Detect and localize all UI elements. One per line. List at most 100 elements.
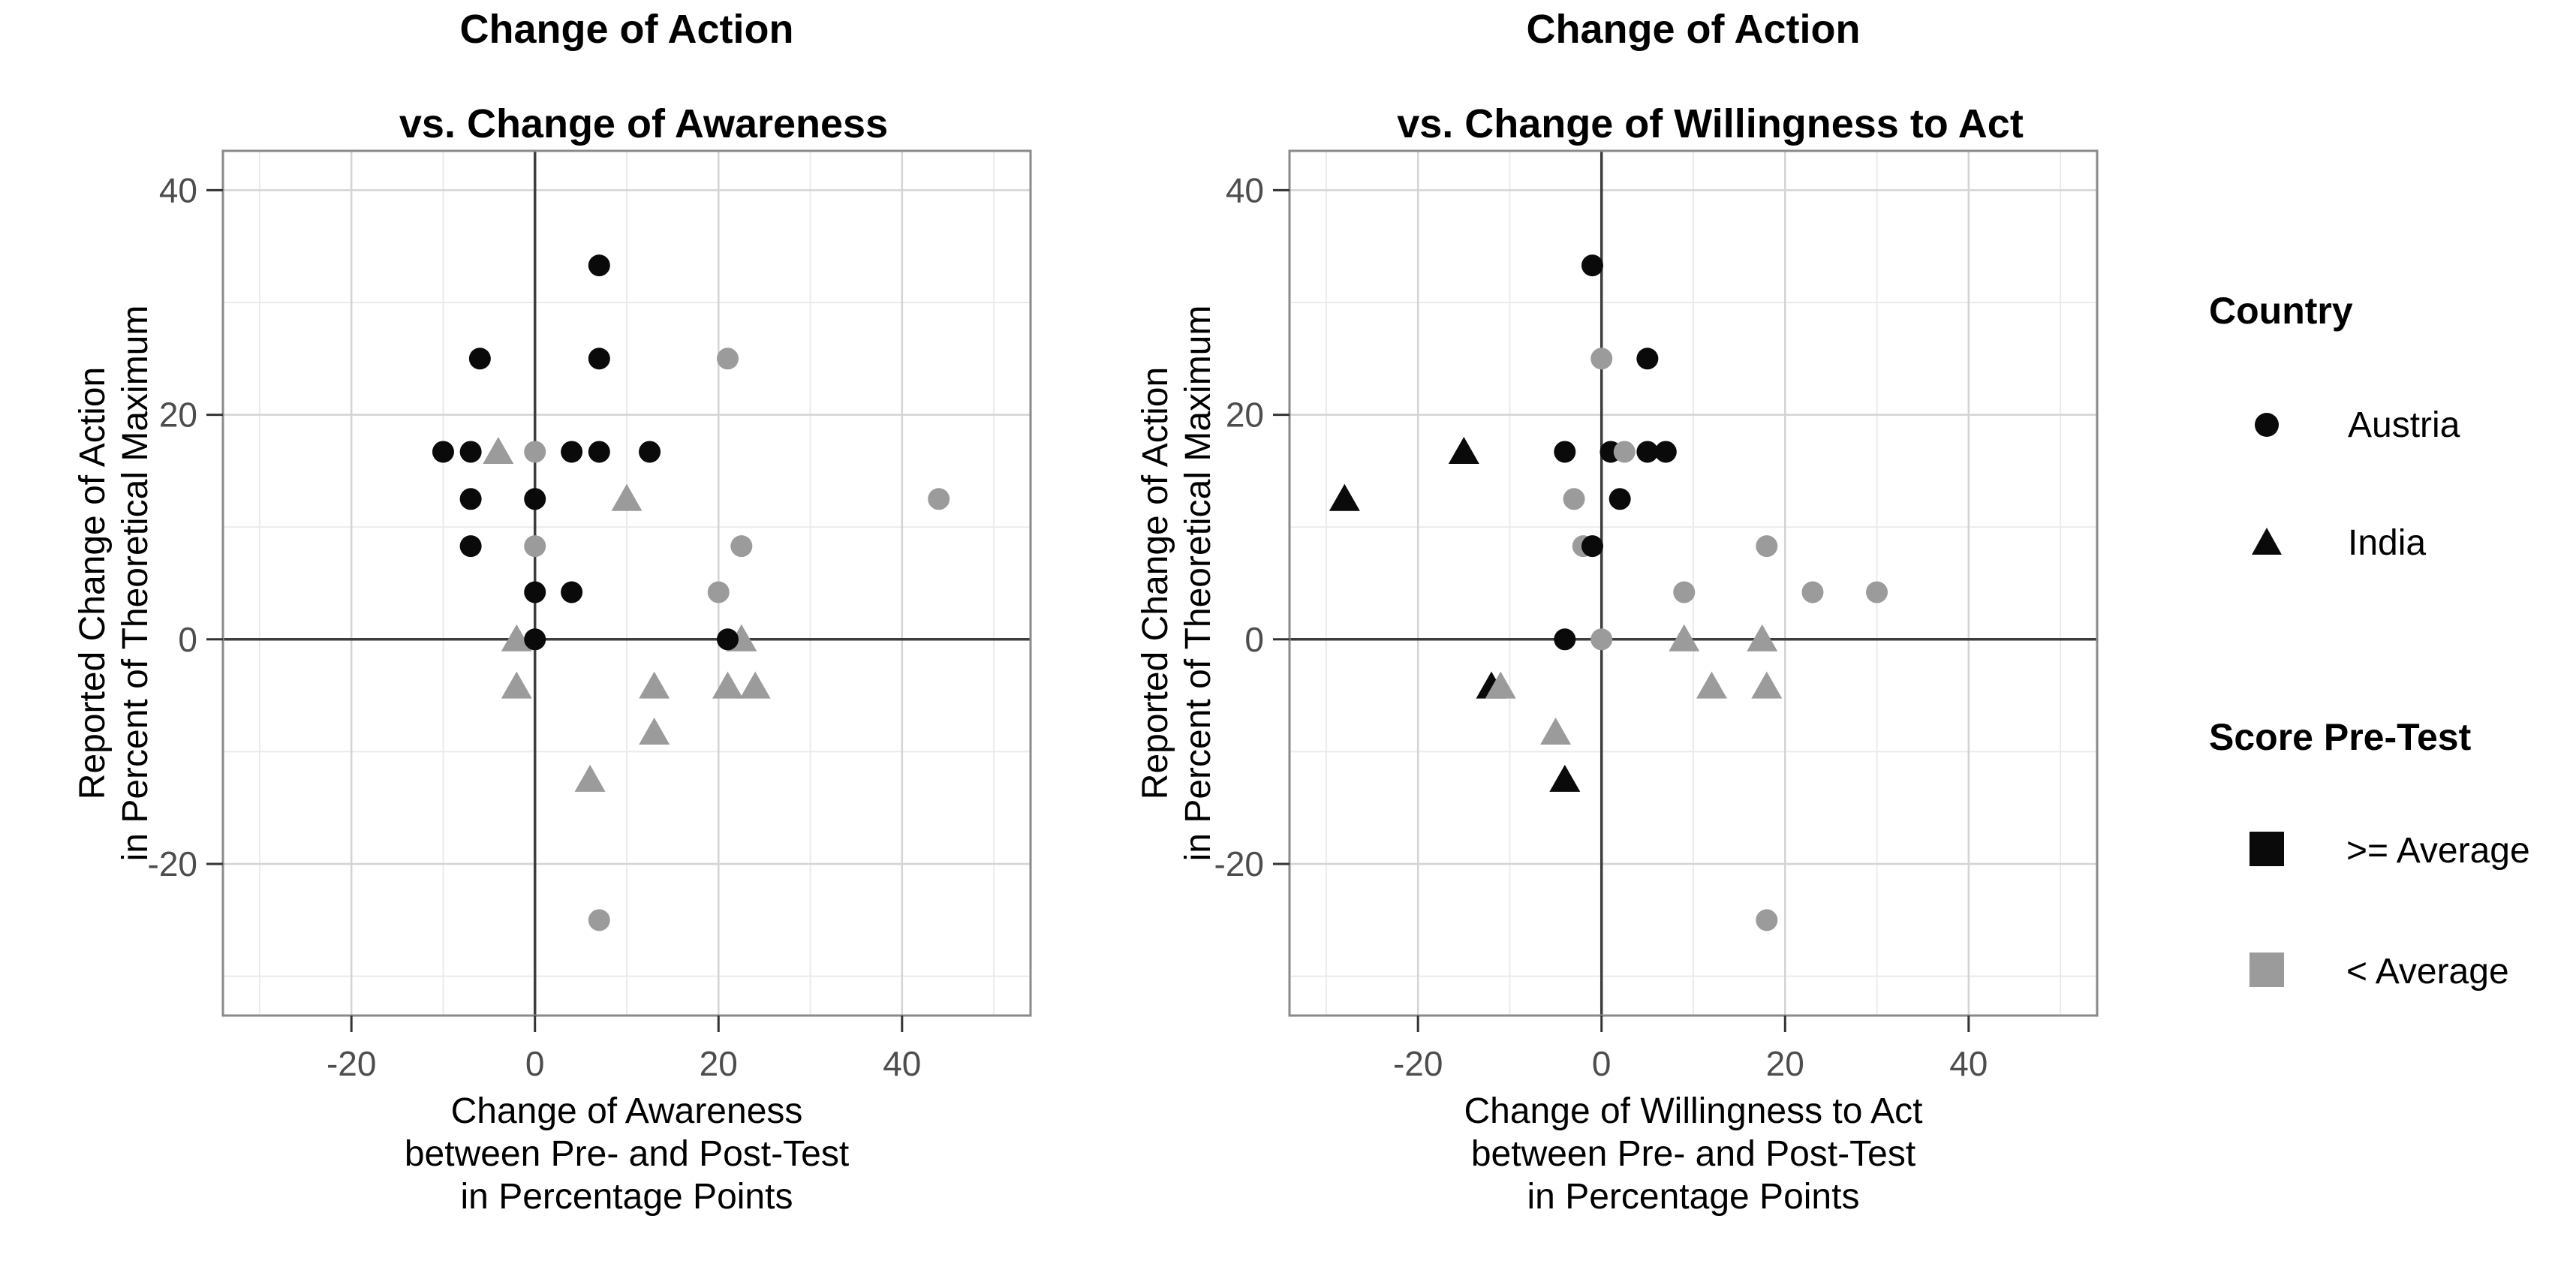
y-tick-label: 0 xyxy=(178,620,197,659)
x-tick-label: 20 xyxy=(1766,1044,1804,1083)
x-axis-title-awareness: Change of Awareness between Pre- and Pos… xyxy=(223,1090,1031,1218)
legend-item-ge-average: >= Average xyxy=(2249,830,2530,871)
x-tick-label: 20 xyxy=(700,1044,738,1083)
data-point-circle xyxy=(1801,581,1824,603)
y-tick-label: 20 xyxy=(1226,396,1264,435)
plot-title-awareness-line2: vs. Change of Awareness xyxy=(399,101,889,146)
data-point-circle xyxy=(524,488,546,510)
x-axis-title-willingness: Change of Willingness to Act between Pre… xyxy=(1290,1090,2097,1218)
data-point-circle xyxy=(730,535,753,558)
data-point-triangle xyxy=(1751,671,1783,699)
y-axis-title-willingness: Reported Change of Action in Percent of … xyxy=(1134,0,1220,1184)
x-tick-label: 0 xyxy=(1592,1044,1612,1083)
india-triangle-icon xyxy=(2249,523,2285,563)
data-point-circle xyxy=(1866,581,1888,603)
data-point-circle xyxy=(459,535,482,558)
y-tick-label: -20 xyxy=(1214,844,1264,883)
legend-label-ge-average: >= Average xyxy=(2346,831,2530,871)
x-tick-label: 40 xyxy=(883,1044,921,1083)
panel-willingness: -20 0 20 40 40 20 0 -20 xyxy=(1214,149,2099,1083)
data-point-circle xyxy=(707,581,730,603)
data-point-triangle xyxy=(574,764,606,792)
y-axis-title-awareness-line1: Reported Change of Action xyxy=(73,366,113,800)
plot-title-willingness-line1: Change of Action xyxy=(1526,7,1861,52)
data-point-circle xyxy=(1581,535,1603,558)
data-point-circle xyxy=(588,254,610,277)
data-point-circle xyxy=(459,488,482,510)
x-axis-title-awareness-line2: between Pre- and Post-Test xyxy=(404,1134,850,1174)
data-point-triangle xyxy=(483,436,514,464)
data-point-triangle xyxy=(639,671,670,699)
data-point-circle xyxy=(1636,348,1659,370)
data-point-circle xyxy=(524,535,546,558)
data-point-triangle xyxy=(1540,717,1572,745)
panel-border xyxy=(221,149,1032,1017)
data-point-circle xyxy=(1756,909,1778,931)
data-point-circle xyxy=(1590,628,1613,651)
x-tick-label: 0 xyxy=(525,1044,545,1083)
x-tick-label: -20 xyxy=(1393,1044,1443,1083)
data-point-triangle xyxy=(1549,764,1581,792)
legend-item-austria: Austria xyxy=(2249,405,2460,446)
data-point-circle xyxy=(588,909,610,931)
legend-country-title: Country xyxy=(2209,290,2353,332)
data-point-circle xyxy=(717,348,739,370)
legend-score-title: Score Pre-Test xyxy=(2209,716,2472,758)
austria-circle-icon xyxy=(2249,405,2285,445)
y-tick-label: 40 xyxy=(159,170,197,209)
data-point-circle xyxy=(588,348,610,370)
y-axis-title-willingness-line2: in Percent of Theoretical Maximum xyxy=(1178,305,1218,862)
data-point-circle xyxy=(1608,488,1631,510)
plot-title-willingness-line2: vs. Change of Willingness to Act xyxy=(1397,101,2024,146)
data-point-circle xyxy=(1636,441,1659,463)
data-point-triangle xyxy=(1747,624,1778,652)
data-point-circle xyxy=(561,581,583,603)
y-tick-label: 0 xyxy=(1244,620,1264,659)
data-point-circle xyxy=(432,441,454,463)
data-point-circle xyxy=(639,441,661,463)
legend-label-lt-average: < Average xyxy=(2346,952,2509,992)
ge-average-square-icon xyxy=(2249,831,2285,871)
data-point-triangle xyxy=(501,624,532,652)
data-point-circle xyxy=(459,441,482,463)
data-point-triangle xyxy=(712,671,743,699)
data-point-circle xyxy=(928,488,950,510)
data-point-circle xyxy=(1581,254,1603,277)
data-point-circle xyxy=(1673,581,1696,603)
y-tick-label: 40 xyxy=(1226,170,1264,209)
data-point-circle xyxy=(1756,535,1778,558)
legend-label-austria: Austria xyxy=(2348,405,2460,445)
data-point-circle xyxy=(1554,441,1576,463)
data-point-circle xyxy=(1563,488,1585,510)
data-point-circle xyxy=(1554,628,1576,651)
x-axis-title-willingness-line1: Change of Willingness to Act xyxy=(1464,1091,1923,1131)
data-point-triangle xyxy=(501,671,532,699)
x-axis-title-awareness-line1: Change of Awareness xyxy=(450,1091,803,1131)
data-point-circle xyxy=(1654,441,1677,463)
y-axis-title-willingness-line1: Reported Change of Action xyxy=(1136,366,1175,800)
legend-item-lt-average: < Average xyxy=(2249,951,2509,992)
data-point-triangle xyxy=(1485,671,1516,699)
plot-title-willingness: Change of Action vs. Change of Willingne… xyxy=(1290,6,2097,148)
data-point-circle xyxy=(717,628,739,651)
x-tick-label: -20 xyxy=(327,1044,376,1083)
legend-item-india: India xyxy=(2249,522,2426,564)
data-point-circle xyxy=(1590,348,1613,370)
data-point-circle xyxy=(468,348,491,370)
data-point-circle xyxy=(524,441,546,463)
plot-title-awareness: Change of Action vs. Change of Awareness xyxy=(223,6,1031,148)
plot-title-awareness-line1: Change of Action xyxy=(459,7,794,52)
data-point-triangle xyxy=(639,717,670,745)
panel-border xyxy=(1288,149,2099,1017)
data-point-triangle xyxy=(1329,483,1360,511)
x-axis-title-willingness-line2: between Pre- and Post-Test xyxy=(1470,1134,1916,1174)
data-point-circle xyxy=(524,581,546,603)
x-axis-title-awareness-line3: in Percentage Points xyxy=(460,1177,793,1217)
lt-average-square-icon xyxy=(2249,952,2285,992)
data-point-triangle xyxy=(1448,436,1479,464)
panel-awareness: -20 0 20 40 40 20 0 -20 xyxy=(148,149,1032,1083)
y-tick-label: -20 xyxy=(148,844,197,883)
data-point-circle xyxy=(588,441,610,463)
